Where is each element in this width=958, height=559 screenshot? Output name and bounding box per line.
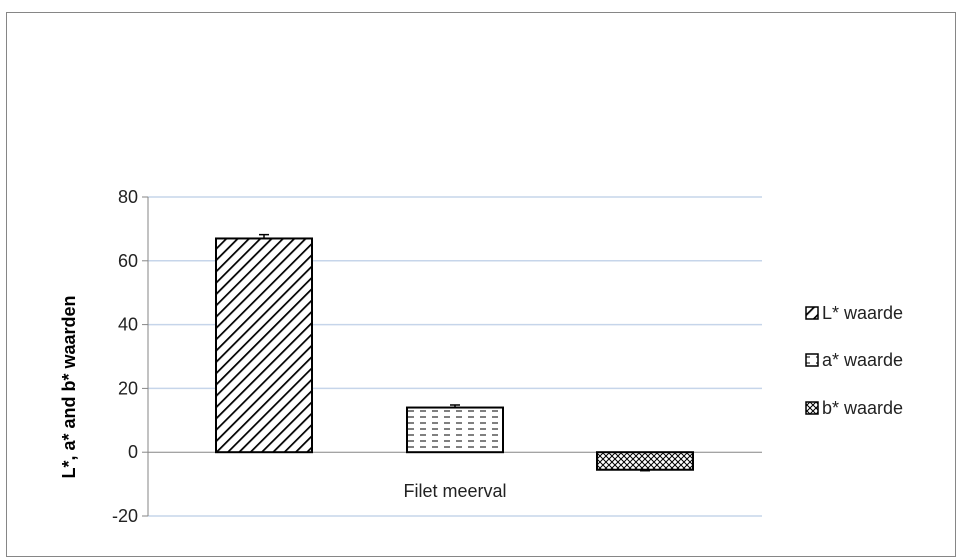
y-tick-label: 60 bbox=[118, 251, 138, 271]
x-category-label: Filet meerval bbox=[403, 481, 506, 501]
bar-bwaarde bbox=[596, 451, 694, 471]
legend-swatch bbox=[805, 306, 819, 320]
legend-label: b* waarde bbox=[822, 398, 903, 418]
y-tick-label: 80 bbox=[118, 187, 138, 207]
legend-label: a* waarde bbox=[822, 350, 903, 370]
bar-awaarde bbox=[406, 406, 504, 454]
legend-item: a* waarde bbox=[805, 350, 903, 370]
legend-label: L* waarde bbox=[822, 303, 903, 323]
legend-item: L* waarde bbox=[805, 303, 903, 323]
legend-item: b* waarde bbox=[805, 398, 903, 418]
y-tick-label: 20 bbox=[118, 378, 138, 398]
bar-lwaarde bbox=[215, 237, 313, 454]
y-tick-label: -20 bbox=[112, 506, 138, 526]
y-axis-title: L*, a* and b* waarden bbox=[59, 295, 79, 478]
legend-swatch bbox=[805, 353, 819, 367]
legend-swatch bbox=[805, 401, 819, 415]
chart-frame bbox=[6, 12, 956, 557]
y-tick-label: 40 bbox=[118, 315, 138, 335]
y-tick-label: 0 bbox=[128, 442, 138, 462]
